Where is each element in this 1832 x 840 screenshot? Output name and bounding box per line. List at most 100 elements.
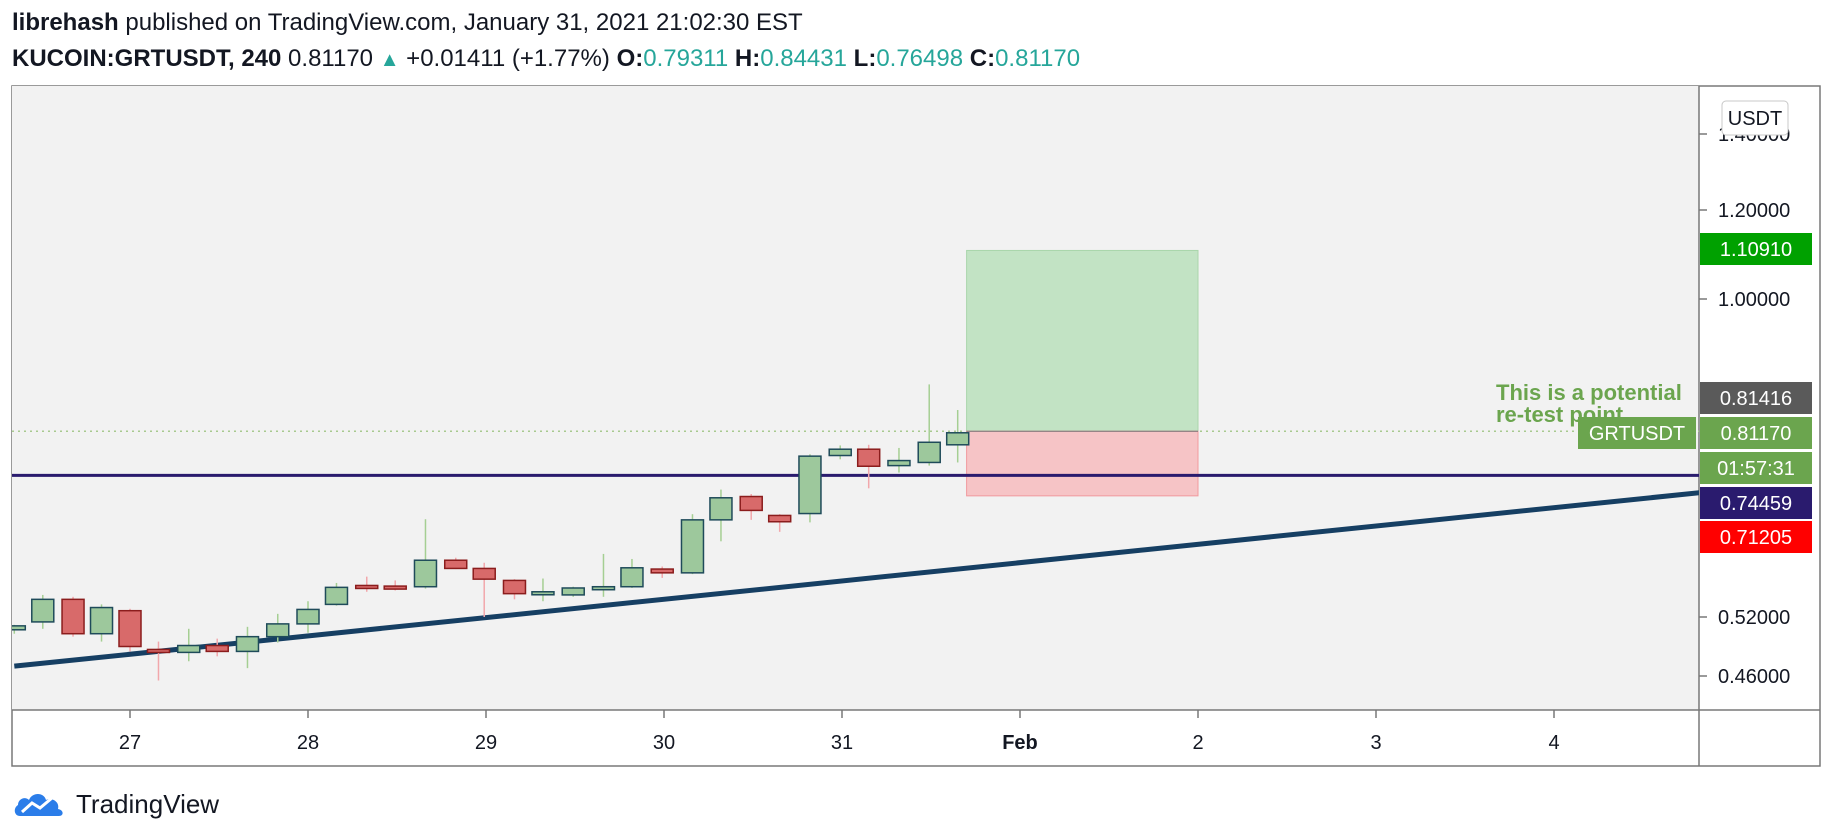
candle[interactable] [531,578,555,602]
annotation-text[interactable]: This is a potential [1496,380,1682,405]
candle-body [176,644,201,654]
tradingview-brand: TradingView [76,788,220,819]
candle-body [383,585,407,590]
candle[interactable] [917,384,941,466]
last-price: 0.81170 [288,45,374,72]
candle[interactable] [561,586,585,597]
ascending-trendline[interactable] [14,490,1705,669]
candle[interactable] [945,410,970,463]
close-label: C: [969,45,996,72]
candle[interactable] [887,447,911,473]
candle-body [12,625,27,631]
candle-body [591,585,616,591]
tradingview-cloud-icon [14,794,63,816]
price-labels: 1.10910 0.81416 0.81170 GRTUSDT 01:57:31 0.74… [1578,233,1812,553]
candle[interactable] [472,562,496,617]
y-tick-label: 1.20000 [1718,200,1790,222]
y-tick-label: 0.52000 [1718,607,1790,629]
candle[interactable] [324,582,349,606]
candle[interactable] [354,576,379,592]
symbol-name: KUCOIN:GRTUSDT, 240 [12,45,282,72]
candle[interactable] [118,608,142,652]
x-tick-label: 27 [119,732,141,754]
candle[interactable] [265,613,290,643]
candle-body [739,495,763,512]
candle-body [235,635,260,653]
x-tick-label: 28 [297,732,319,754]
loss-zone[interactable] [966,430,1199,497]
candle[interactable] [89,604,114,642]
candle[interactable] [680,514,705,575]
candle[interactable] [591,553,616,597]
price-change: +0.01411 (+1.77%) [406,45,610,72]
close-value: 0.81170 [995,45,1081,72]
candle-body [472,567,496,580]
candle-body [89,606,114,635]
candle-body [650,568,674,574]
price-label-box [1700,382,1812,414]
price-label-box [1700,452,1812,484]
author-name[interactable]: librehash [12,9,119,36]
low-value: 0.76498 [876,45,964,72]
profit-zone[interactable] [966,249,1199,432]
candle-body [856,448,881,467]
symbol-tag-box [1578,417,1696,449]
plot-area[interactable] [12,86,1699,710]
footer: TradingView [12,786,219,822]
candle[interactable] [296,601,320,633]
candle-body [767,514,792,523]
x-tick-label: 2 [1192,732,1203,754]
candle[interactable] [413,519,438,589]
price-label-box [1700,233,1812,265]
low-label: L: [853,45,877,72]
price-label-box [1700,487,1812,519]
candle[interactable] [235,626,260,669]
published-text: published on TradingView.com, January 31… [125,9,803,36]
up-triangle-icon: ▲ [379,49,400,71]
candle-body [561,587,585,596]
x-tick-label: Feb [1002,732,1038,754]
price-label-box [1700,521,1812,553]
price-label-text: 0.81170 [1721,423,1792,445]
candle-body [828,448,852,457]
candle[interactable] [176,628,201,662]
price-label: 1.10910 [1700,233,1812,265]
candle[interactable] [61,596,85,637]
candle[interactable] [798,454,822,523]
price-label: 01:57:31 [1700,452,1812,484]
candle-body [502,579,527,595]
candle-body [917,441,941,464]
candle[interactable] [31,594,55,629]
candle[interactable] [767,514,792,532]
candle[interactable] [650,566,674,578]
time-axis[interactable]: 27 28 29 30 31 Feb 2 3 4 [119,710,1560,754]
symbol-tag-text: GRTUSDT [1589,423,1685,445]
candle[interactable] [502,579,527,600]
candle-body [146,648,171,654]
candle-body [354,584,379,590]
price-label-text: 01:57:31 [1717,458,1795,480]
candle-body [324,586,349,606]
candle[interactable] [383,580,407,591]
candle[interactable] [443,557,468,570]
candle-body [887,459,911,467]
candle[interactable] [205,638,229,657]
price-label-text: 0.81416 [1720,388,1792,410]
high-value: 0.84431 [760,45,847,72]
candle[interactable] [620,558,644,588]
candle-body [31,598,55,623]
candle[interactable] [739,493,763,520]
open-label: O: [616,45,644,72]
candle[interactable] [146,641,171,681]
publish-line: librehash published on TradingView.com, … [12,8,803,38]
currency-box[interactable]: USDT [1721,100,1789,136]
candle-body [413,559,438,588]
price-label-text: 0.74459 [1720,493,1792,515]
candle[interactable] [856,444,881,489]
price-label: 0.81170 GRTUSDT [1578,417,1812,449]
candle[interactable] [709,489,733,542]
x-tick-label: 29 [475,732,497,754]
candle[interactable] [3,624,27,634]
candle[interactable] [828,445,852,460]
